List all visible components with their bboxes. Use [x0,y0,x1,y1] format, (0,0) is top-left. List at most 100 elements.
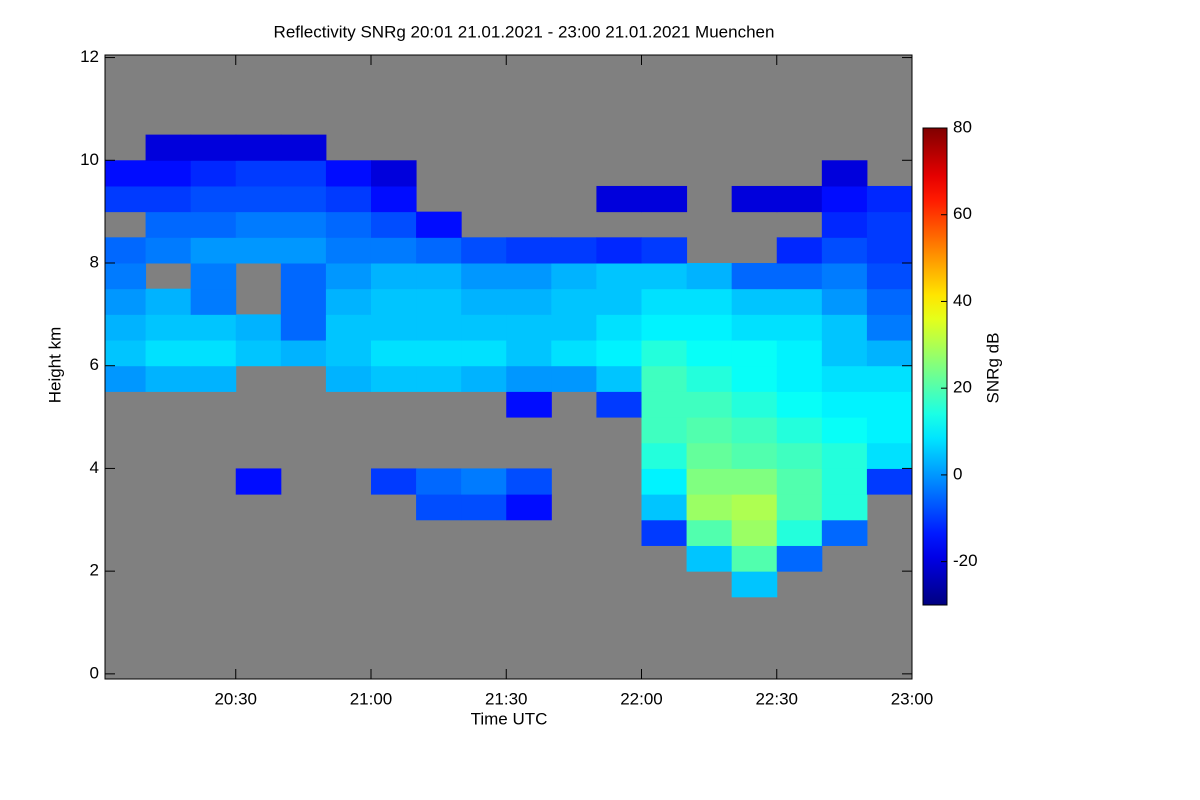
heatmap-cell [821,185,868,213]
heatmap-cell [370,314,417,341]
heatmap-cell [280,134,327,161]
heatmap-cell [461,288,507,315]
heatmap-cell [731,494,778,521]
heatmap-cell [235,211,282,238]
heatmap-cell [506,391,552,418]
heatmap-cell [325,237,372,264]
heatmap-cell [596,314,642,341]
heatmap-cell [506,340,552,367]
heatmap-cell [686,545,733,572]
heatmap-cell [776,494,823,521]
heatmap-cell [370,340,417,367]
heatmap-cell [866,314,913,341]
heatmap-cell [821,340,868,367]
heatmap-cell [821,417,868,444]
heatmap-cell [506,468,552,495]
heatmap-cell [596,263,642,290]
heatmap-cell [145,211,192,238]
heatmap-cell [325,263,372,290]
heatmap-cell [776,519,823,546]
heatmap-cell [641,468,688,495]
heatmap-cell [686,468,733,495]
heatmap-cell [866,237,913,264]
heatmap-cell [641,314,688,341]
heatmap-cell [866,365,913,392]
heatmap-cell [686,263,733,290]
colorbar-tick-label: 60 [953,204,972,223]
heatmap-cell [731,417,778,444]
heatmap-cell [325,160,372,187]
heatmap-cell [731,545,778,572]
heatmap-cell [461,237,507,264]
heatmap-cell [641,263,688,290]
heatmap-cell [776,417,823,444]
heatmap-cell [731,468,778,495]
heatmap-cell [325,365,372,392]
heatmap-cell [190,237,237,264]
heatmap-cell [866,288,913,315]
heatmap-cell [731,365,778,392]
heatmap-cell [416,314,462,341]
heatmap-cell [551,237,597,264]
heatmap-cell [506,288,552,315]
heatmap-cell [325,185,372,213]
heatmap-cell [776,442,823,469]
y-tick-label: 10 [80,150,99,169]
heatmap-cell [596,288,642,315]
plot-frame [104,54,913,680]
heatmap-cell [190,185,237,213]
heatmap-cell [105,288,147,315]
heatmap-cell [235,340,282,367]
colorbar-tick-label: -20 [953,551,978,570]
heatmap-cell [145,288,192,315]
heatmap-cell [821,391,868,418]
heatmap-cell [416,211,462,238]
heatmap-cell [731,288,778,315]
heatmap-cell [551,365,597,392]
heatmap-cell [821,468,868,495]
heatmap-cell [821,494,868,521]
heatmap-cell [686,519,733,546]
colorbar-tick-label: 0 [953,464,962,483]
heatmap-cell [145,365,192,392]
heatmap-cell [866,211,913,238]
heatmap-cell [235,160,282,187]
heatmap-cell [370,237,417,264]
heatmap-cell [461,314,507,341]
heatmap-cell [686,417,733,444]
heatmap-cell [280,288,327,315]
heatmap-cell [145,185,192,213]
heatmap-cell [821,211,868,238]
heatmap-cell [416,263,462,290]
heatmap-cell [190,288,237,315]
heatmap-cell [370,288,417,315]
heatmap-cell [641,417,688,444]
heatmap-cell [506,365,552,392]
heatmap-cell [105,263,147,290]
heatmap-cell [686,288,733,315]
x-tick-label: 21:30 [485,689,528,708]
heatmap-cell [641,442,688,469]
heatmap-cell [776,314,823,341]
heatmap-cell [370,160,417,187]
heatmap-cell [641,340,688,367]
heatmap-cell [235,468,282,495]
heatmap-cell [145,160,192,187]
heatmap-cell [641,288,688,315]
heatmap-cell [325,288,372,315]
x-axis-label: Time UTC [471,709,548,728]
heatmap-cell [280,340,327,367]
heatmap-cell [596,185,642,213]
heatmap-cell [776,340,823,367]
heatmap-cell [731,263,778,290]
heatmap-cell [280,160,327,187]
heatmap-cell [731,185,778,213]
heatmap-cell [280,237,327,264]
heatmap-cell [370,468,417,495]
colorbar-tick-label: 80 [953,117,972,136]
x-tick-label: 22:30 [755,689,798,708]
heatmap-cell [461,365,507,392]
heatmap-cell [686,442,733,469]
heatmap-cell [551,263,597,290]
